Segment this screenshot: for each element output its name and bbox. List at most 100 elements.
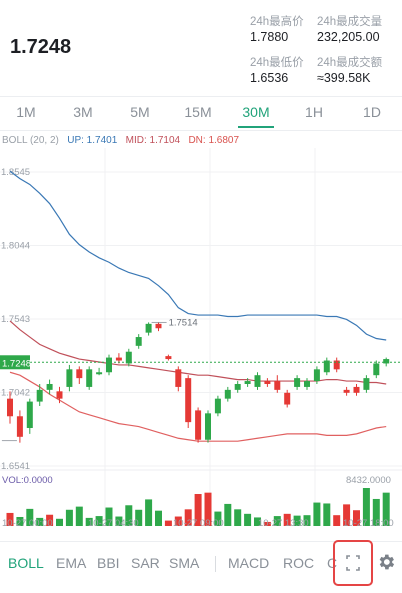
indicator-bar: BOLL EMA BBI SAR SMA MACD ROC C — [0, 543, 402, 583]
volume-bar — [353, 510, 360, 526]
candle-body — [175, 369, 182, 387]
indicator-boll[interactable]: BOLL — [8, 555, 44, 571]
candle-body — [343, 389, 350, 393]
x-tick-label: 10-27 00:00 — [2, 518, 53, 528]
stat-high-label: 24h最高价 — [250, 16, 304, 28]
volume-bar — [194, 494, 202, 526]
candle-body — [274, 381, 281, 390]
divider — [215, 556, 216, 572]
x-tick-label: 10-27 18:00 — [343, 518, 394, 528]
candle-body — [26, 401, 33, 429]
volume-bar — [56, 518, 63, 526]
divider — [0, 130, 402, 131]
candle-body — [96, 372, 103, 375]
volume-bar — [204, 492, 212, 526]
candle-body — [373, 363, 380, 376]
boll-name: BOLL (20, 2) — [2, 135, 59, 146]
volume-bar — [224, 503, 232, 526]
candle-body — [46, 383, 53, 390]
candle-body — [353, 386, 360, 393]
tab-15m[interactable]: 15M — [184, 104, 212, 120]
divider — [0, 541, 402, 542]
volume-bar — [362, 488, 370, 526]
volume-max-label: 8432.0000 — [346, 475, 391, 486]
y-tick-label: 1.6541 — [1, 461, 30, 472]
volume-bar — [95, 516, 103, 526]
stat-low-label: 24h最低价 — [250, 57, 304, 69]
candle-body — [185, 378, 192, 423]
tab-1m[interactable]: 1M — [16, 104, 36, 120]
volume-bar — [16, 516, 24, 526]
settings-gear-icon[interactable] — [376, 552, 396, 572]
volume-bar — [65, 509, 73, 526]
high-marker-label: 1.7514 — [169, 317, 198, 328]
candle-body — [66, 369, 73, 387]
candle-body — [56, 391, 63, 399]
volume-bar — [26, 508, 34, 526]
volume-bar — [135, 509, 143, 526]
tab-30m[interactable]: 30M — [242, 104, 270, 120]
volume-bar — [6, 512, 14, 526]
candle-body — [264, 381, 271, 384]
candle-body — [224, 389, 231, 399]
indicator-bbi[interactable]: BBI — [97, 555, 120, 571]
x-tick-label: 10-27 04:30 — [88, 518, 139, 528]
boll-dn-value: DN: 1.6807 — [188, 135, 240, 146]
candle-body — [313, 369, 320, 382]
candle-body — [205, 413, 211, 440]
candle-body — [284, 392, 291, 405]
tab-1d[interactable]: 1D — [363, 104, 381, 120]
current-price-label: 1.7248 — [2, 358, 31, 369]
active-tab-indicator — [238, 126, 274, 128]
stat-amt-value: ≈399.58K — [317, 71, 371, 85]
candle-body — [36, 389, 43, 402]
candle-body — [145, 323, 152, 333]
candle-body — [363, 378, 370, 390]
fullscreen-button[interactable] — [333, 540, 373, 586]
indicator-ema[interactable]: EMA — [56, 555, 87, 571]
candle-body — [304, 381, 310, 387]
x-tick-label: 10-27 13:30 — [258, 518, 309, 528]
volume-bar — [273, 516, 281, 526]
volume-bar — [36, 517, 44, 526]
boll-mid-value: MID: 1.7104 — [125, 135, 181, 146]
y-tick-label: 1.8044 — [1, 241, 30, 252]
indicator-roc[interactable]: ROC — [283, 555, 315, 571]
volume-bar — [234, 509, 242, 526]
stat-amt-label: 24h最成交额 — [317, 57, 383, 69]
indicator-sar[interactable]: SAR — [131, 555, 160, 571]
volume-bar — [46, 514, 54, 526]
volume-bar — [244, 513, 252, 526]
volume-bar — [254, 517, 261, 526]
indicator-macd[interactable]: MACD — [228, 555, 270, 571]
boll-up-value: UP: 1.7401 — [67, 135, 118, 146]
candle-body — [254, 375, 261, 387]
candle-body — [214, 398, 221, 414]
divider — [0, 96, 402, 97]
volume-bar — [343, 504, 351, 526]
boll-legend: BOLL (20, 2) UP: 1.7401 MID: 1.7104 DN: … — [2, 135, 239, 146]
volume-bar — [115, 516, 123, 526]
candle-body — [106, 357, 112, 373]
candle-body — [16, 416, 23, 437]
volume-bar — [303, 515, 311, 526]
tab-3m[interactable]: 3M — [73, 104, 93, 120]
volume-bar — [145, 499, 153, 526]
boll-upper-line — [9, 170, 387, 341]
y-tick-label: 1.7543 — [1, 314, 30, 325]
volume-bar — [174, 516, 182, 526]
candlestick-chart[interactable]: 1.8545 1.8044 1.7543 1.7042 1.6541 VOL:0.000… — [0, 148, 402, 528]
candle-body — [244, 381, 251, 384]
candle-body — [155, 323, 162, 329]
tab-5m[interactable]: 5M — [130, 104, 150, 120]
indicator-sma[interactable]: SMA — [169, 555, 200, 571]
current-price-tag — [0, 355, 30, 370]
boll-middle-line — [9, 320, 387, 385]
volume-bar — [313, 502, 321, 526]
tab-1h[interactable]: 1H — [305, 104, 323, 120]
x-tick-label: 10-27 09:00 — [173, 518, 224, 528]
volume-bar — [184, 509, 192, 526]
volume-bar — [283, 513, 291, 526]
candle-body — [86, 369, 93, 387]
indicator-more[interactable]: C — [327, 555, 338, 571]
